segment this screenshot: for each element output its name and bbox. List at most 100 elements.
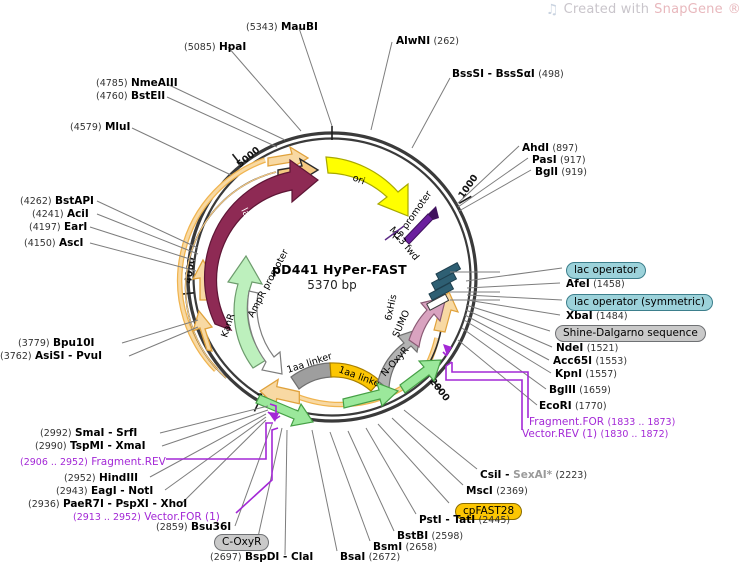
site-position: (2943) [56,486,88,497]
primer-vector-for[interactable]: (2913 .. 2952) Vector.FOR (1) [73,511,220,524]
site-position: (919) [561,167,587,178]
site-eari[interactable]: (4197) EarI [29,221,87,234]
site-position: (2445) [478,515,511,526]
site-position: (3762) [0,351,32,362]
site-alwni[interactable]: AlwNI (262) [396,35,459,48]
site-bsai[interactable]: BsaI (2672) [340,551,400,564]
site-name: AsiSI [34,350,65,362]
site-name: BspDI [244,551,280,563]
site-name: BsaI [340,551,366,563]
site-hpai[interactable]: (5085) HpaI [184,41,246,54]
site-name: TatI [453,514,476,526]
site-xbai[interactable]: XbaI (1484) [566,310,628,323]
primer-range: (1830 .. 1872) [600,429,669,440]
site-position: (2859) [156,522,188,533]
site-position: (3779) [18,338,50,349]
primer-range: (2906 .. 2952) [20,457,88,468]
site-bsssi[interactable]: BssSI - BssSαI (498) [452,68,564,80]
site-bglii[interactable]: BglII (1659) [549,384,611,397]
site-name: SmaI [74,427,105,439]
badge-lac-operator[interactable]: lac operator [566,262,646,279]
site-ecori[interactable]: EcoRI (1770) [539,400,607,413]
badge-label: cpFAST28 [463,505,515,517]
site-name: XhoI [160,498,188,510]
site-nmeaiii[interactable]: (4785) NmeAIII [96,77,178,90]
site-bgli[interactable]: BglI (919) [535,166,587,179]
site-position: (2952) [64,473,96,484]
snapgene-logo-icon: ♫ [545,1,559,18]
site-bstxii[interactable]: (4760) BstEII [96,90,165,103]
site-name: BstEII [130,90,166,102]
site-name: EarI [63,221,88,233]
site-csii[interactable]: CsiI - SexAI* (2223) [480,469,588,481]
site-eagi[interactable]: (2943) EagI - NotI [56,485,154,497]
site-name: PasI [532,154,557,166]
site-bspdi[interactable]: (2697) BspDI - ClaI [210,551,314,563]
primer-fragment-rev[interactable]: (2906 .. 2952) Fragment.REV [20,456,166,469]
site-asisi[interactable]: (3762) AsiSI - PvuI [0,350,102,362]
site-position: (1659) [579,385,611,396]
site-name: MauBI [280,21,318,33]
site-acii[interactable]: (4241) AciI [32,208,89,221]
feature-linkers: 1aa linker 1aa linker [286,351,385,392]
site-name: SrfI [116,427,138,439]
primer-label: Fragment.FOR [529,416,605,428]
site-position: (5085) [184,42,216,53]
site-asci[interactable]: (4150) AscI [24,237,83,250]
outer-annotation-arcs [176,145,460,408]
plasmid-size: 5370 bp [307,278,357,292]
watermark-sup: ® [727,2,741,17]
site-name: AlwNI [396,35,431,47]
badge-cpfast28[interactable]: cpFAST28 [455,503,523,520]
site-name: PspXI [115,498,149,510]
site-name: PvuI [76,350,102,362]
site-name: BstAPI [54,195,94,207]
site-position: (262) [433,36,460,47]
badge-lac-operator-symmetric[interactable]: lac operator (symmetric) [566,294,713,311]
badge-label: Shine-Dalgarno sequence [563,327,698,339]
site-name: NmeAIII [130,77,178,89]
site-psti[interactable]: PstI - TatI (2445) [419,514,511,526]
site-afei[interactable]: AfeI (1458) [566,278,625,291]
primer-vector-rev[interactable]: Vector.REV (1) (1830 .. 1872) [522,428,668,441]
site-bsu36i[interactable]: (2859) Bsu36I [156,521,231,534]
site-kpni[interactable]: KpnI (1557) [555,368,617,381]
site-name: PstI [419,514,442,526]
site-maubi[interactable]: (5343) MauBI [246,21,318,34]
site-acc65i[interactable]: Acc65I (1553) [553,355,627,368]
site-bsmi[interactable]: BsmI (2658) [373,541,437,554]
site-position: (2369) [496,486,528,497]
svg-text:lacI: lacI [238,206,255,226]
badge-c-oxyr[interactable]: C-OxyR [214,534,270,551]
site-paer7i[interactable]: (2936) PaeR7I - PspXI - XhoI [28,498,188,510]
site-hindiii[interactable]: (2952) HindIII [64,472,138,485]
site-bstbi[interactable]: BstBI (2598) [397,530,463,543]
site-bpu10i[interactable]: (3779) Bpu10I [18,337,94,350]
site-position: (498) [538,69,564,80]
site-ndei[interactable]: NdeI (1521) [556,342,618,355]
site-ahdi[interactable]: AhdI (897) [522,142,578,155]
site-name: AhdI [522,142,550,154]
site-name: BglI [535,166,559,178]
site-tspmi[interactable]: (2990) TspMI - XmaI [35,440,146,452]
site-pasi[interactable]: PasI (917) [532,154,586,167]
primer-fragment-for[interactable]: Fragment.FOR (1833 .. 1873) [529,416,675,429]
feature-6xhis: 6xHis [383,262,462,322]
site-name: CsiI [480,469,502,481]
site-bstapi[interactable]: (4262) BstAPI [20,195,94,208]
site-name: BstBI [397,530,429,542]
primer-range: (2913 .. 2952) [73,512,141,523]
site-position: (1553) [595,356,628,367]
plasmid-center-label: pD441 HyPer-FAST 5370 bp [272,262,407,292]
site-smai[interactable]: (2992) SmaI - SrfI [40,427,138,439]
site-position: (2990) [35,441,67,452]
site-position: (4579) [70,122,102,133]
site-position: (2598) [431,531,464,542]
site-position: (1484) [595,311,628,322]
site-position: (4785) [96,78,128,89]
badge-shine-dalgarno[interactable]: Shine-Dalgarno sequence [555,325,706,342]
site-msci[interactable]: MscI (2369) [466,485,528,498]
site-mlui[interactable]: (4579) MluI [70,121,130,134]
